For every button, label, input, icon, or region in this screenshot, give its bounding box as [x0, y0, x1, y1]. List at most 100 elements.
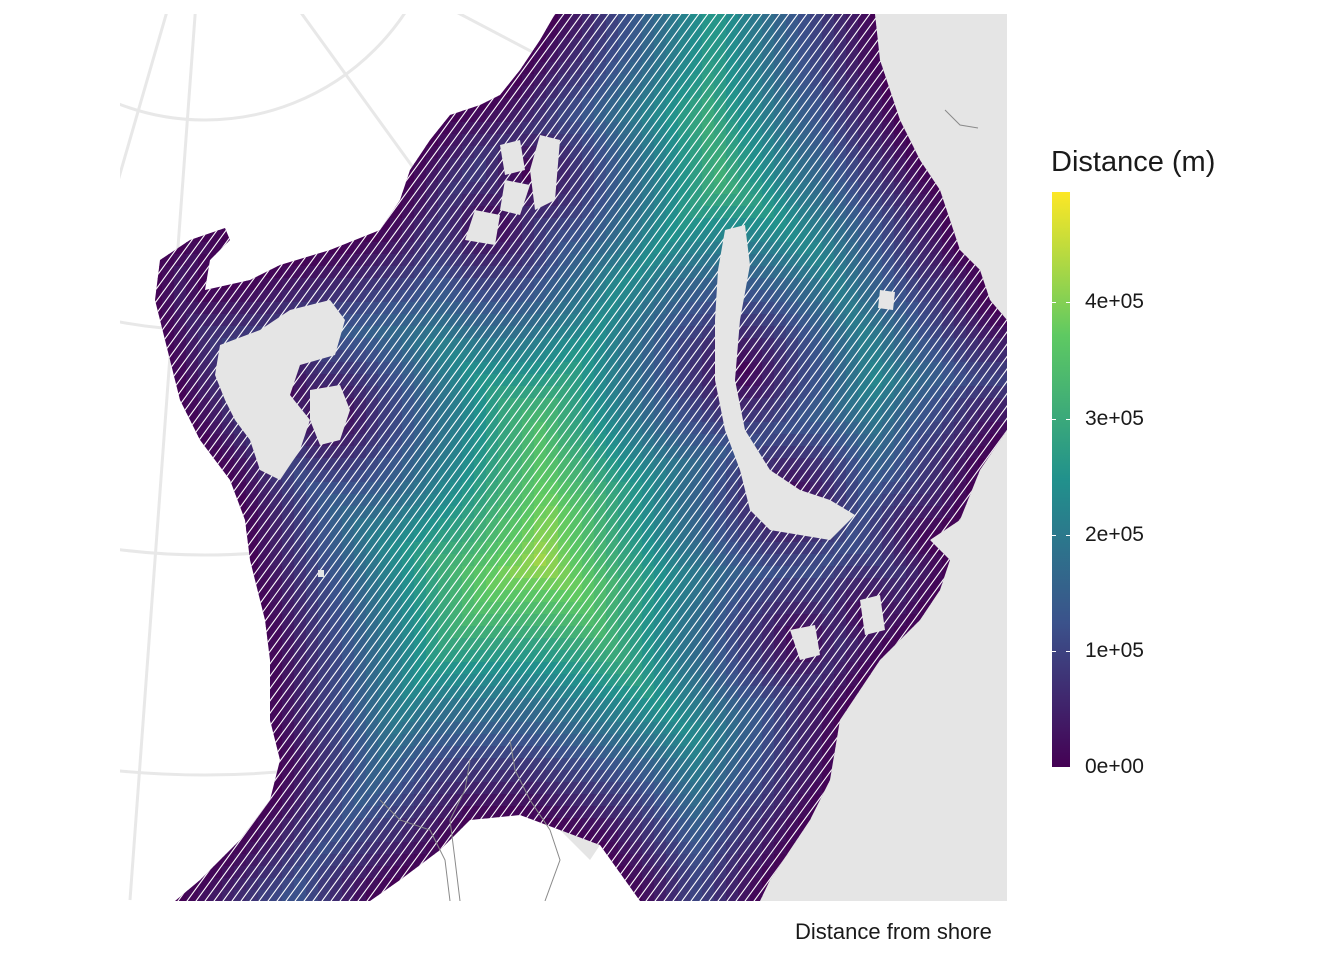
- distance-cell: [642, 506, 655, 519]
- distance-cell: [186, 758, 199, 771]
- distance-cell: [306, 110, 319, 123]
- distance-cell: [618, 218, 631, 231]
- distance-cell: [162, 398, 175, 411]
- distance-cell: [726, 38, 739, 51]
- distance-cell: [222, 434, 235, 447]
- distance-cell: [486, 578, 499, 591]
- distance-cell: [174, 566, 187, 579]
- distance-cell: [486, 590, 499, 603]
- distance-cell: [654, 230, 667, 243]
- distance-cell: [198, 206, 211, 219]
- distance-cell: [282, 230, 295, 243]
- distance-cell: [294, 206, 307, 219]
- distance-cell: [870, 194, 883, 207]
- distance-cell: [258, 206, 271, 219]
- distance-cell: [558, 170, 571, 183]
- distance-cell: [155, 158, 163, 171]
- distance-cell: [426, 98, 439, 111]
- distance-cell: [306, 206, 319, 219]
- distance-cell: [402, 230, 415, 243]
- distance-cell: [366, 194, 379, 207]
- distance-cell: [546, 218, 559, 231]
- distance-cell: [234, 62, 247, 75]
- distance-cell: [522, 338, 535, 351]
- distance-cell: [750, 74, 763, 87]
- distance-cell: [918, 386, 931, 399]
- distance-cell: [846, 134, 859, 147]
- distance-cell: [762, 230, 775, 243]
- distance-cell: [618, 434, 631, 447]
- distance-cell: [894, 314, 907, 327]
- distance-cell: [618, 410, 631, 423]
- distance-cell: [246, 194, 259, 207]
- distance-cell: [714, 182, 727, 195]
- distance-cell: [882, 158, 895, 171]
- distance-cell: [702, 146, 715, 159]
- distance-cell: [654, 326, 667, 339]
- distance-cell: [155, 818, 163, 831]
- distance-cell: [534, 302, 547, 315]
- distance-cell: [426, 122, 439, 135]
- distance-cell: [642, 62, 655, 75]
- distance-cell: [762, 26, 775, 39]
- distance-cell: [354, 734, 367, 747]
- distance-cell: [702, 50, 715, 63]
- distance-cell: [762, 326, 775, 339]
- distance-cell: [486, 134, 499, 147]
- distance-cell: [155, 770, 163, 783]
- distance-cell: [714, 50, 727, 63]
- distance-cell: [630, 122, 643, 135]
- distance-cell: [198, 542, 211, 555]
- distance-cell: [198, 218, 211, 231]
- distance-cell: [486, 158, 499, 171]
- distance-cell: [738, 386, 751, 399]
- distance-cell: [306, 182, 319, 195]
- distance-cell: [294, 230, 307, 243]
- distance-cell: [810, 170, 823, 183]
- distance-cell: [210, 782, 223, 795]
- distance-cell: [426, 326, 439, 339]
- distance-cell: [174, 710, 187, 723]
- distance-cell: [222, 650, 235, 663]
- distance-cell: [834, 650, 847, 663]
- distance-cell: [162, 86, 175, 99]
- distance-cell: [906, 242, 919, 255]
- distance-cell: [342, 146, 355, 159]
- distance-cell: [942, 422, 955, 435]
- distance-cell: [198, 698, 211, 711]
- distance-cell: [222, 794, 235, 807]
- distance-cell: [918, 590, 931, 603]
- distance-cell: [342, 794, 355, 807]
- distance-cell: [918, 362, 931, 375]
- distance-cell: [234, 98, 247, 111]
- distance-cell: [594, 578, 607, 591]
- distance-cell: [414, 122, 427, 135]
- distance-cell: [738, 362, 751, 375]
- distance-cell: [234, 578, 247, 591]
- distance-cell: [210, 626, 223, 639]
- distance-cell: [846, 590, 859, 603]
- distance-cell: [198, 830, 211, 843]
- distance-cell: [582, 650, 595, 663]
- distance-cell: [786, 302, 799, 315]
- distance-cell: [606, 518, 619, 531]
- distance-cell: [762, 422, 775, 435]
- distance-cell: [822, 194, 835, 207]
- distance-cell: [234, 182, 247, 195]
- distance-cell: [558, 182, 571, 195]
- distance-cell: [594, 158, 607, 171]
- distance-cell: [222, 38, 235, 51]
- distance-cell: [155, 686, 163, 699]
- distance-cell: [678, 326, 691, 339]
- distance-cell: [762, 218, 775, 231]
- distance-cell: [282, 110, 295, 123]
- distance-cell: [306, 242, 319, 255]
- distance-cell: [642, 290, 655, 303]
- distance-cell: [210, 50, 223, 63]
- distance-cell: [834, 410, 847, 423]
- distance-cell: [666, 362, 679, 375]
- distance-cell: [186, 566, 199, 579]
- distance-cell: [354, 38, 367, 51]
- distance-cell: [414, 14, 427, 27]
- distance-cell: [438, 98, 451, 111]
